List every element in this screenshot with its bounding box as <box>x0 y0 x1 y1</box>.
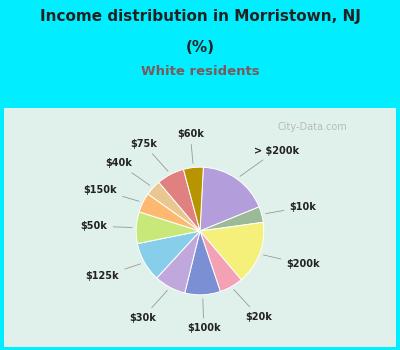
Text: $150k: $150k <box>84 185 139 201</box>
Text: $40k: $40k <box>105 158 150 186</box>
Text: White residents: White residents <box>141 65 259 78</box>
Text: $200k: $200k <box>264 255 320 269</box>
Text: $20k: $20k <box>234 290 272 322</box>
Text: $125k: $125k <box>86 264 141 281</box>
Wedge shape <box>157 231 200 293</box>
Text: (%): (%) <box>186 40 214 55</box>
Wedge shape <box>148 182 200 231</box>
Wedge shape <box>139 194 200 231</box>
Text: $50k: $50k <box>81 221 132 231</box>
Wedge shape <box>200 207 263 231</box>
Text: $75k: $75k <box>130 139 168 171</box>
Text: > $200k: > $200k <box>240 146 299 176</box>
Wedge shape <box>136 212 200 244</box>
Wedge shape <box>200 231 241 292</box>
Text: $30k: $30k <box>129 290 167 323</box>
Wedge shape <box>200 222 264 280</box>
Text: City-Data.com: City-Data.com <box>277 122 347 133</box>
Wedge shape <box>200 167 259 231</box>
Text: $10k: $10k <box>266 202 316 214</box>
Text: $100k: $100k <box>187 299 221 334</box>
Text: Income distribution in Morristown, NJ: Income distribution in Morristown, NJ <box>40 9 360 24</box>
Wedge shape <box>138 231 200 278</box>
Wedge shape <box>159 169 200 231</box>
Wedge shape <box>184 167 203 231</box>
Text: $60k: $60k <box>177 129 204 163</box>
Wedge shape <box>185 231 220 295</box>
